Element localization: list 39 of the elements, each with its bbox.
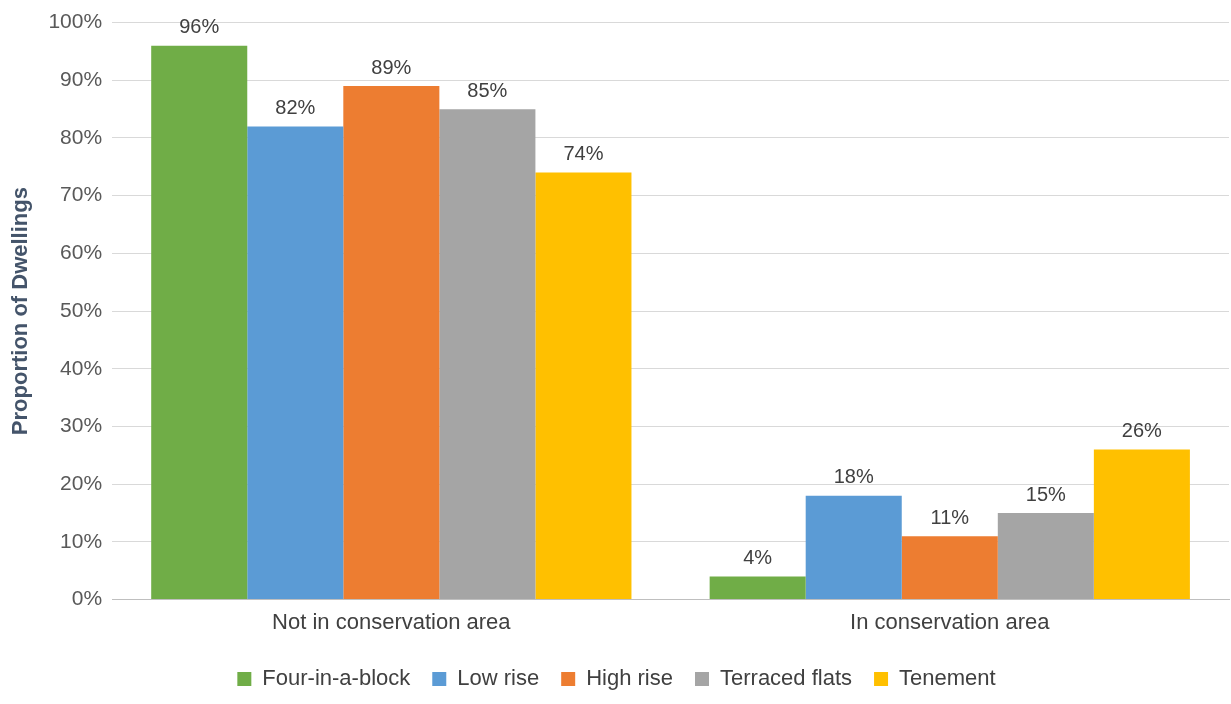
data-label: 89% xyxy=(371,55,412,78)
legend-label: Low rise xyxy=(457,665,540,691)
y-tick-label: 50% xyxy=(60,297,103,321)
data-label: 15% xyxy=(1025,482,1067,505)
y-axis-title: Proportion of Dwellings xyxy=(7,187,33,436)
bar xyxy=(709,576,806,600)
legend-label: Tenement xyxy=(899,665,996,691)
bar xyxy=(805,495,902,600)
legend-label: Four-in-a-block xyxy=(262,665,412,691)
bar xyxy=(439,109,536,600)
y-tick-label: 100% xyxy=(48,9,103,33)
y-tick-label: 20% xyxy=(60,471,103,494)
bar xyxy=(343,86,440,600)
bar xyxy=(535,172,632,600)
bar xyxy=(997,513,1094,600)
y-tick-label: 40% xyxy=(60,355,103,379)
data-label: 74% xyxy=(563,142,604,165)
legend-label: Terraced flats xyxy=(719,665,853,691)
data-label: 4% xyxy=(743,546,773,569)
legend-label: High rise xyxy=(586,665,673,691)
data-label: 26% xyxy=(1121,419,1163,442)
bar xyxy=(247,126,344,600)
y-tick-label: 0% xyxy=(71,586,103,610)
y-tick-label: 90% xyxy=(60,67,103,91)
bar xyxy=(151,45,248,600)
y-tick-label: 60% xyxy=(60,240,103,264)
data-label: 18% xyxy=(833,465,874,488)
y-tick-label: 80% xyxy=(60,124,103,148)
bar xyxy=(1093,449,1190,600)
bar xyxy=(901,536,998,600)
x-tick-label: Not in conservation area xyxy=(272,608,512,634)
data-label: 85% xyxy=(467,78,508,101)
data-label: 82% xyxy=(275,95,316,118)
data-label: 96% xyxy=(179,15,220,38)
y-tick-label: 10% xyxy=(60,528,103,552)
data-label: 11% xyxy=(930,505,970,528)
y-tick-label: 70% xyxy=(60,182,103,206)
y-tick-label: 30% xyxy=(60,413,103,437)
x-tick-label: In conservation area xyxy=(850,608,1051,634)
